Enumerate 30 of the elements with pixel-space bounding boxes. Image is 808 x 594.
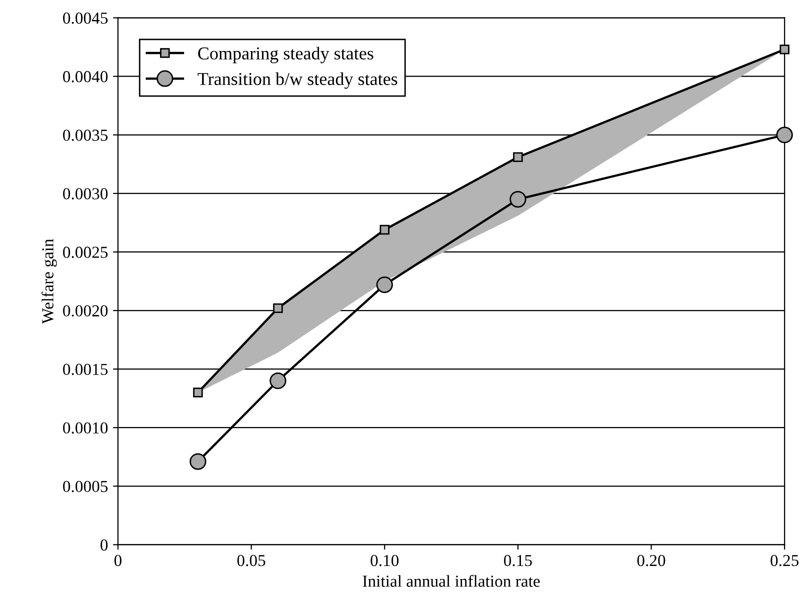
legend-label: Transition b/w steady states — [198, 72, 398, 89]
y-tick-label: 0.0020 — [63, 305, 108, 317]
y-tick-label: 0 — [100, 539, 108, 551]
x-tick-label: 0.10 — [370, 554, 399, 566]
y-tick-label: 0.0005 — [63, 480, 108, 492]
x-tick-label: 0.20 — [637, 554, 666, 566]
y-axis-title: Welfare gain — [42, 238, 57, 324]
x-tick-label: 0.15 — [504, 554, 532, 566]
x-tick-label: 0.05 — [237, 554, 266, 566]
point — [273, 303, 283, 314]
point — [270, 372, 286, 390]
x-tick-label: 0 — [114, 554, 122, 566]
point — [513, 152, 523, 162]
point — [380, 224, 390, 235]
legend-label: Comparing steady states — [198, 46, 374, 64]
point — [510, 190, 526, 208]
point — [190, 453, 206, 470]
y-tick-label: 0.0010 — [63, 422, 108, 434]
point — [376, 276, 393, 294]
x-tick-label: 0.25 — [770, 554, 798, 566]
x-axis-title: Initial annual inflation rate — [362, 574, 540, 587]
y-tick-label: 0.0025 — [63, 246, 108, 258]
point — [780, 44, 790, 54]
y-tick-label: 0.0045 — [63, 12, 108, 24]
y-tick-label: 0.0035 — [63, 130, 108, 141]
y-tick-label: 0.0015 — [63, 364, 108, 376]
point — [776, 126, 793, 144]
y-tick-label: 0.0030 — [63, 188, 108, 200]
y-tick-label: 0.0040 — [63, 71, 108, 82]
point — [193, 388, 203, 398]
